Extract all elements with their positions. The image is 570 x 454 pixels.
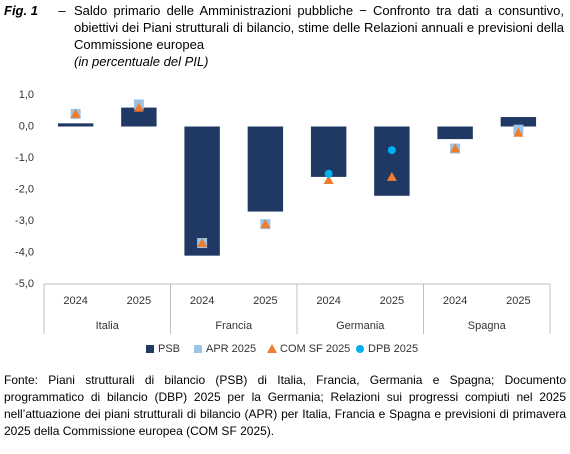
x-tick-label: 2025 [253, 295, 277, 307]
legend-label: APR 2025 [206, 343, 256, 355]
y-tick-label: -4,0 [15, 246, 34, 258]
title-block: Saldo primario delle Amministrazioni pub… [74, 2, 564, 70]
group-label: Germania [336, 320, 385, 332]
bar [437, 126, 473, 140]
figure-label: Fig. 1 [4, 3, 38, 18]
legend-symbol [356, 345, 364, 353]
y-tick-label: -5,0 [15, 278, 34, 290]
legend-symbol [146, 345, 154, 353]
marker-triangle [70, 108, 81, 118]
marker-triangle [323, 175, 334, 185]
y-tick-label: 0,0 [19, 120, 34, 132]
group-label: Francia [215, 320, 253, 332]
x-tick-label: 2025 [506, 295, 530, 307]
chart: -5,0 -4,0 -3,0 -2,0 -1,0 0,0 1,0 Italia Francia G… [15, 89, 551, 355]
marker-triangle [386, 171, 397, 181]
x-tick-label: 2025 [127, 295, 151, 307]
legend-label: COM SF 2025 [280, 343, 350, 355]
marker-triangle [450, 143, 461, 153]
header: Fig. 1 – Saldo primario delle Amministra… [4, 2, 564, 70]
x-tick-label: 2024 [63, 295, 87, 307]
y-tick-label: 1,0 [19, 89, 34, 101]
bar [184, 126, 220, 256]
legend-symbol [194, 345, 202, 353]
legend-label: PSB [158, 343, 180, 355]
bar [500, 117, 537, 127]
y-tick-label: -3,0 [15, 215, 34, 227]
marker-triangle [513, 127, 524, 137]
group-label: Italia [96, 320, 120, 332]
separator: – [58, 3, 66, 18]
group-label: Spagna [468, 320, 507, 332]
x-tick-label: 2024 [443, 295, 467, 307]
bar [57, 123, 94, 127]
marker-triangle [197, 238, 208, 248]
marker-circle [387, 146, 396, 155]
x-tick-label: 2024 [190, 295, 214, 307]
marker-circle [324, 169, 333, 178]
x-tick-label: 2024 [316, 295, 340, 307]
bar [374, 126, 410, 196]
bar [247, 126, 284, 212]
legend-label: DPB 2025 [368, 343, 418, 355]
bar [310, 126, 347, 177]
legend-symbol [267, 344, 277, 353]
marker-triangle [133, 102, 144, 112]
y-tick-label: -2,0 [15, 183, 34, 195]
x-tick-label: 2025 [380, 295, 404, 307]
y-tick-label: -1,0 [15, 152, 34, 164]
chart-title: Saldo primario delle Amministrazioni pub… [74, 3, 564, 52]
chart-subtitle: (in percentuale del PIL) [74, 54, 209, 69]
marker-triangle [260, 219, 271, 229]
source-note: Fonte: Piani strutturali di bilancio (PS… [4, 373, 566, 438]
bar [121, 107, 157, 127]
